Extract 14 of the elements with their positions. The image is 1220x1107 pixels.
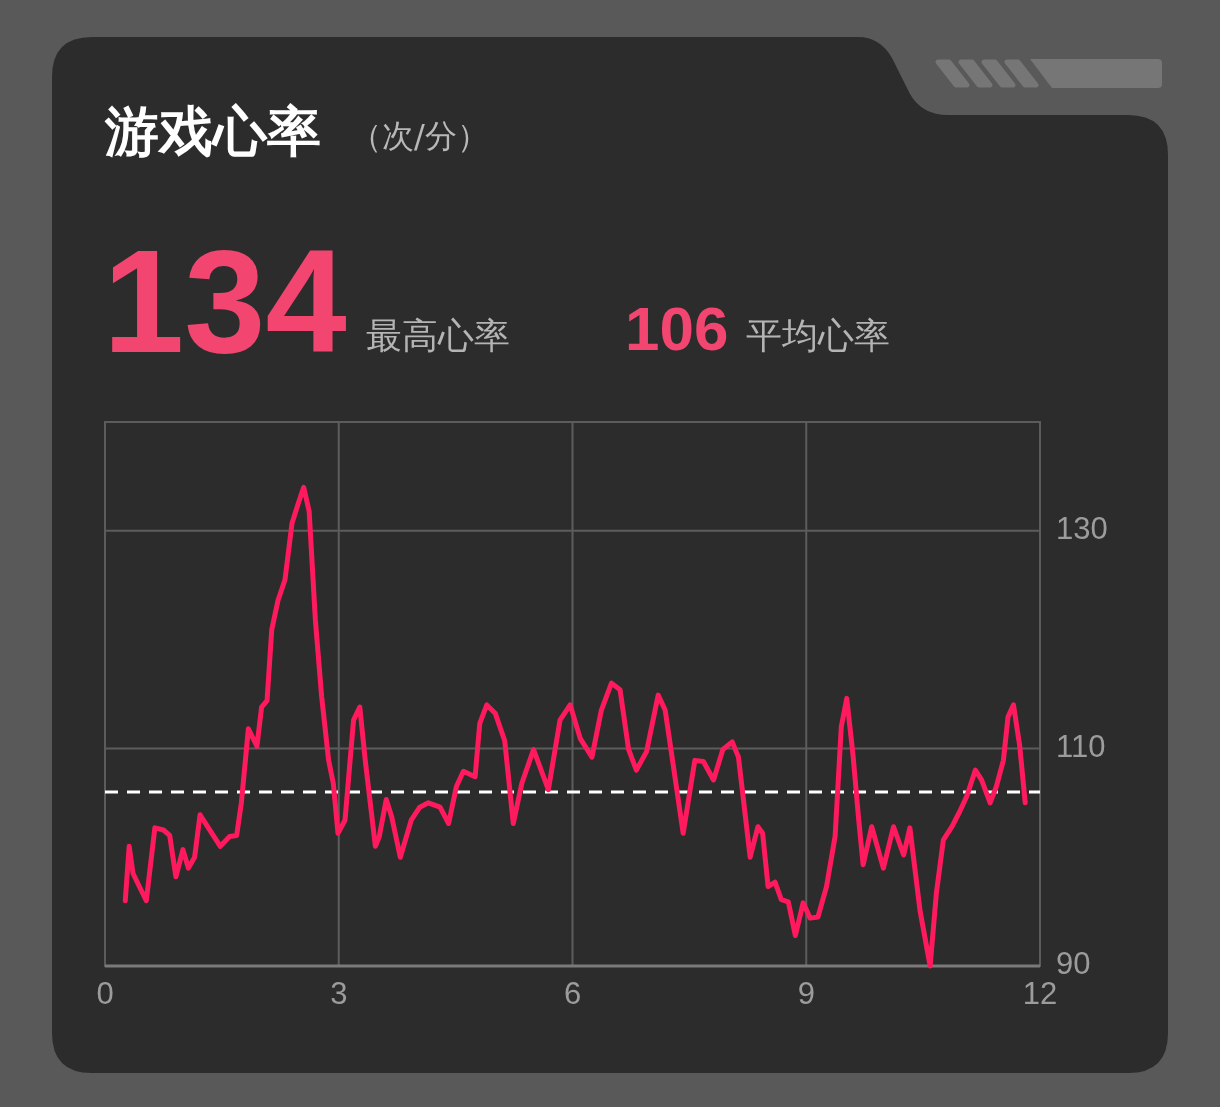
chart-title: 游戏心率 (104, 100, 321, 163)
x-tick-label: 3 (330, 976, 348, 1012)
x-tick-label: 9 (797, 976, 815, 1012)
y-tick-label: 110 (1056, 728, 1106, 764)
x-tick-label: 0 (96, 976, 114, 1012)
chart-subtitle: （次/分） (350, 117, 489, 155)
y-tick-label: 130 (1056, 510, 1108, 546)
y-tick-label: 90 (1056, 946, 1091, 982)
text: 106 (625, 294, 729, 363)
text: 平均心率 (746, 315, 890, 356)
text: 134 (103, 220, 347, 383)
x-tick-label: 6 (563, 976, 582, 1012)
x-tick-label: 12 (1022, 976, 1058, 1012)
text: 最高心率 (366, 315, 510, 356)
